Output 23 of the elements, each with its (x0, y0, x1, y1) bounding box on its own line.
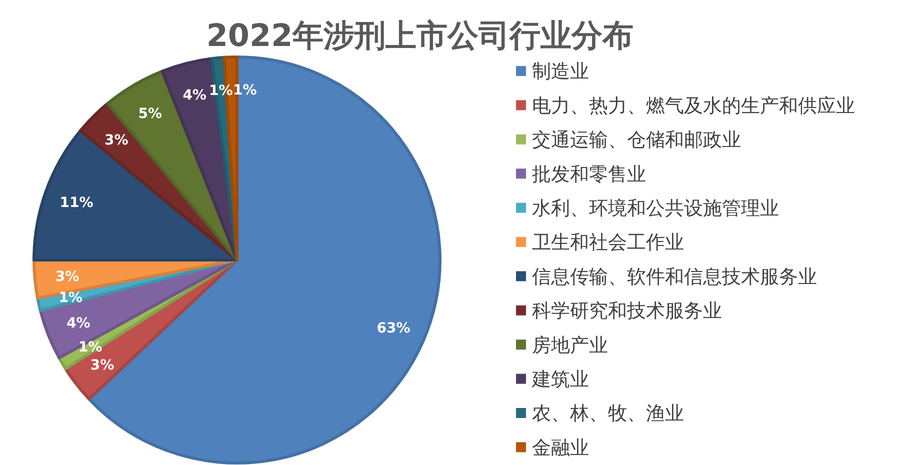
data-label: 3% (55, 268, 80, 285)
legend-label: 建筑业 (531, 368, 589, 390)
data-label: 3% (90, 357, 114, 374)
legend-label: 批发和零售业 (532, 163, 646, 186)
data-label: 5% (138, 106, 162, 122)
legend-label: 房地产业 (532, 334, 608, 356)
data-label: 63% (376, 320, 410, 337)
legend-label: 制造业 (532, 60, 589, 83)
legend-label: 信息传输、软件和信息技术服务业 (532, 266, 817, 288)
chart-title: 2022年涉刑上市公司行业分布 (206, 18, 634, 54)
data-label: 1% (58, 290, 82, 306)
legend-label: 卫生和社会工作业 (532, 232, 684, 254)
pie-slice (32, 129, 238, 262)
data-label: 11% (60, 195, 94, 212)
data-label: 4% (182, 88, 206, 104)
legend-label: 电力、热力、燃气及水的生产和供应业 (532, 94, 855, 117)
legend-label: 金融业 (532, 436, 589, 459)
legend-label: 科学研究和技术服务业 (532, 300, 722, 322)
legend-label: 水利、环境和公共设施管理业 (532, 197, 779, 220)
data-label: 3% (104, 132, 128, 148)
data-label: 4% (66, 316, 90, 332)
legend-label: 交通运输、仓储和邮政业 (532, 129, 741, 152)
legend-label: 农、林、牧、渔业 (532, 402, 684, 425)
